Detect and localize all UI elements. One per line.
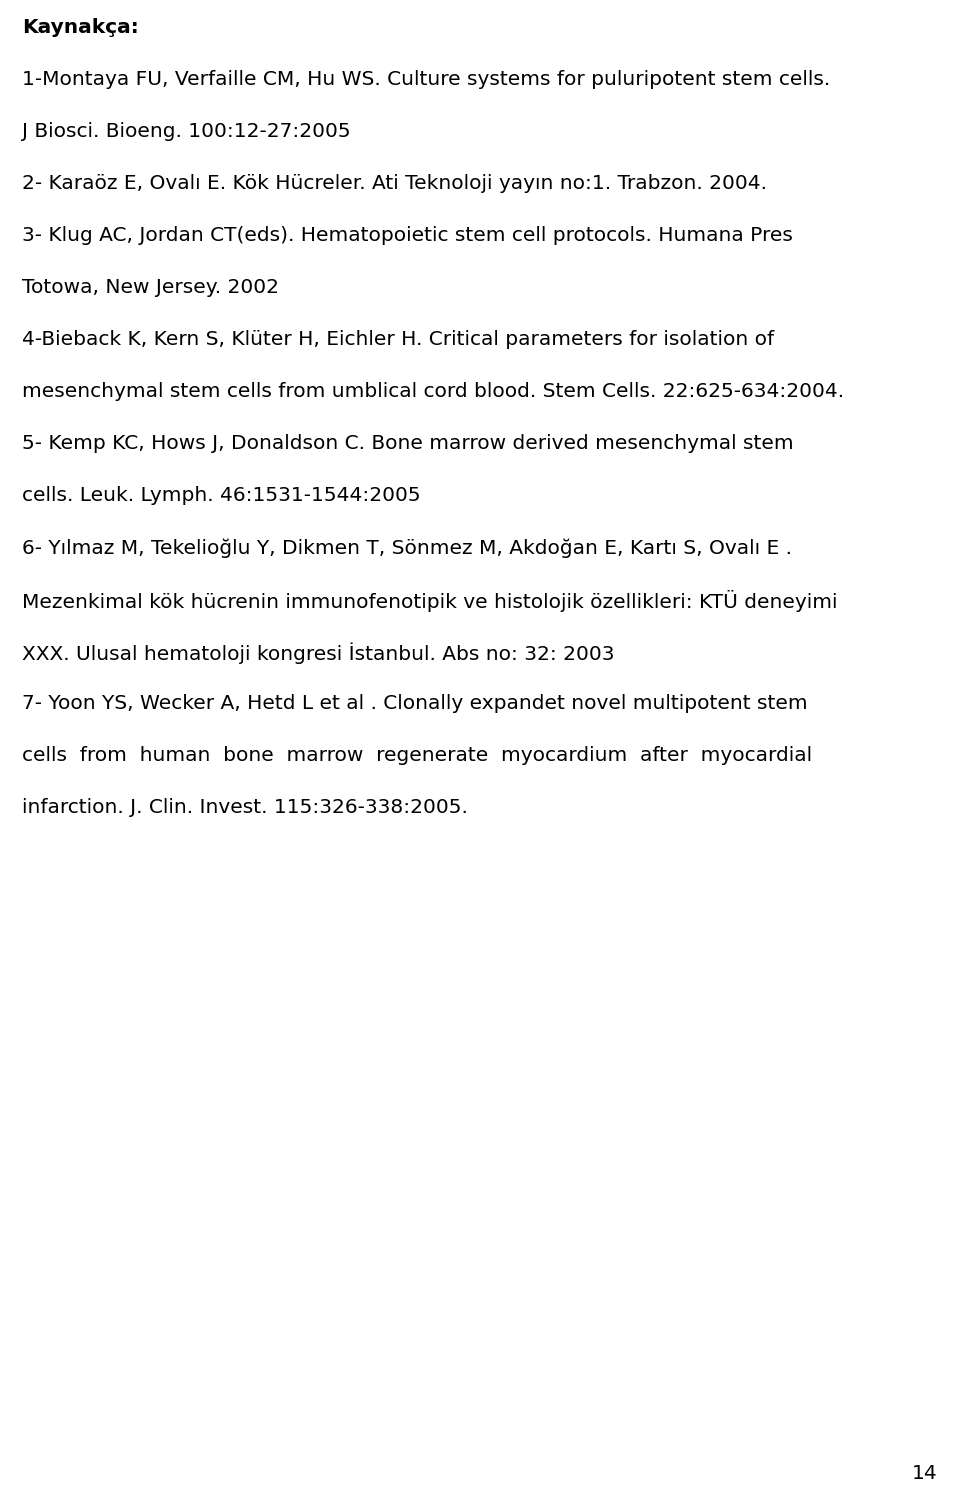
Text: 2- Karaöz E, Ovalı E. Kök Hücreler. Ati Teknoloji yayın no:1. Trabzon. 2004.: 2- Karaöz E, Ovalı E. Kök Hücreler. Ati … [22, 174, 767, 192]
Text: XXX. Ulusal hematoloji kongresi İstanbul. Abs no: 32: 2003: XXX. Ulusal hematoloji kongresi İstanbul… [22, 642, 614, 663]
Text: 5- Kemp KC, Hows J, Donaldson C. Bone marrow derived mesenchymal stem: 5- Kemp KC, Hows J, Donaldson C. Bone ma… [22, 434, 794, 452]
Text: 14: 14 [912, 1464, 938, 1483]
Text: J Biosci. Bioeng. 100:12-27:2005: J Biosci. Bioeng. 100:12-27:2005 [22, 122, 350, 141]
Text: 4-Bieback K, Kern S, Klüter H, Eichler H. Critical parameters for isolation of: 4-Bieback K, Kern S, Klüter H, Eichler H… [22, 331, 774, 349]
Text: Totowa, New Jersey. 2002: Totowa, New Jersey. 2002 [22, 278, 279, 298]
Text: infarction. J. Clin. Invest. 115:326-338:2005.: infarction. J. Clin. Invest. 115:326-338… [22, 798, 468, 818]
Text: 1-Montaya FU, Verfaille CM, Hu WS. Culture systems for puluripotent stem cells.: 1-Montaya FU, Verfaille CM, Hu WS. Cultu… [22, 71, 830, 89]
Text: cells. Leuk. Lymph. 46:1531-1544:2005: cells. Leuk. Lymph. 46:1531-1544:2005 [22, 485, 420, 505]
Text: Kaynakça:: Kaynakça: [22, 18, 139, 38]
Text: 7- Yoon YS, Wecker A, Hetd L et al . Clonally expandet novel multipotent stem: 7- Yoon YS, Wecker A, Hetd L et al . Clo… [22, 694, 807, 712]
Text: 3- Klug AC, Jordan CT(eds). Hematopoietic stem cell protocols. Humana Pres: 3- Klug AC, Jordan CT(eds). Hematopoieti… [22, 225, 793, 245]
Text: mesenchymal stem cells from umblical cord blood. Stem Cells. 22:625-634:2004.: mesenchymal stem cells from umblical cor… [22, 382, 844, 401]
Text: cells  from  human  bone  marrow  regenerate  myocardium  after  myocardial: cells from human bone marrow regenerate … [22, 745, 812, 765]
Text: 6- Yılmaz M, Tekelioğlu Y, Dikmen T, Sönmez M, Akdoğan E, Kartı S, Ovalı E .: 6- Yılmaz M, Tekelioğlu Y, Dikmen T, Sön… [22, 538, 792, 558]
Text: Mezenkimal kök hücrenin immunofenotipik ve histolojik özellikleri: KTÜ deneyimi: Mezenkimal kök hücrenin immunofenotipik … [22, 591, 837, 612]
